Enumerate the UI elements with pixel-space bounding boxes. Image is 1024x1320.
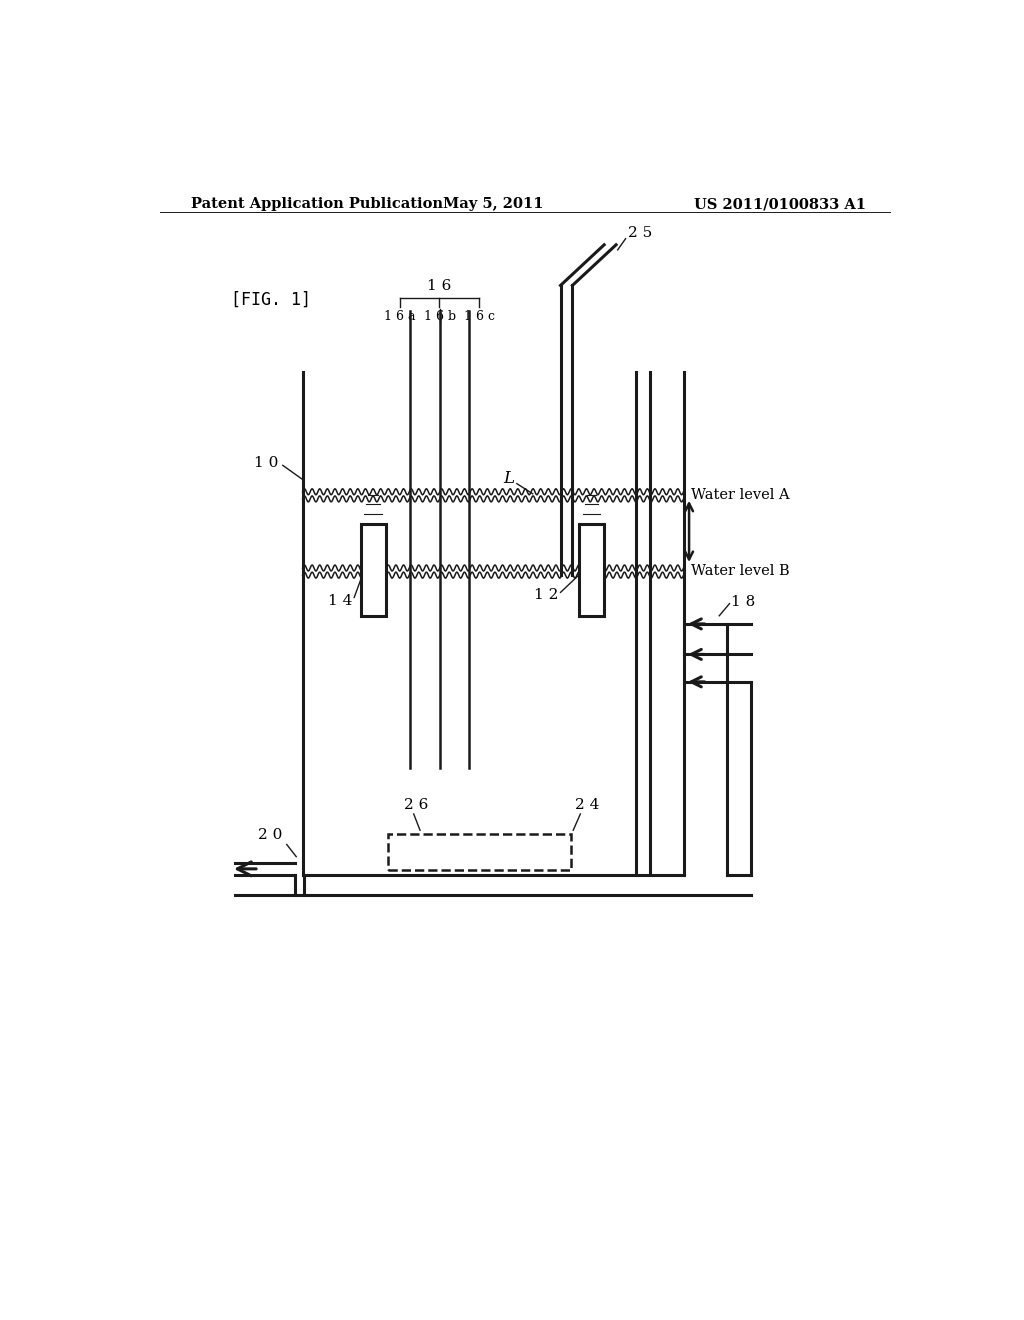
Text: 2 5: 2 5 [628, 226, 652, 240]
Text: 1 6: 1 6 [427, 279, 452, 293]
Bar [388, 834, 570, 870]
Text: Water level B: Water level B [691, 564, 791, 578]
Text: 1 6 b: 1 6 b [424, 310, 456, 323]
Text: Water level A: Water level A [691, 488, 791, 502]
Text: 1 4: 1 4 [329, 594, 352, 607]
Text: 1 8: 1 8 [731, 594, 756, 609]
Text: 1 6 c: 1 6 c [464, 310, 495, 323]
Text: [FIG. 1]: [FIG. 1] [231, 290, 311, 309]
Bar [579, 524, 604, 615]
Text: 2 6: 2 6 [404, 799, 429, 812]
Text: L: L [504, 470, 514, 487]
Text: Patent Application Publication: Patent Application Publication [191, 197, 443, 211]
Text: May 5, 2011: May 5, 2011 [442, 197, 544, 211]
Text: 1 0: 1 0 [254, 457, 279, 470]
Text: US 2011/0100833 A1: US 2011/0100833 A1 [694, 197, 866, 211]
Text: 2 4: 2 4 [574, 799, 599, 812]
Bar [360, 524, 386, 615]
Text: 1 2: 1 2 [534, 589, 558, 602]
Text: 2 0: 2 0 [258, 829, 283, 842]
Text: 1 6 a: 1 6 a [384, 310, 415, 323]
